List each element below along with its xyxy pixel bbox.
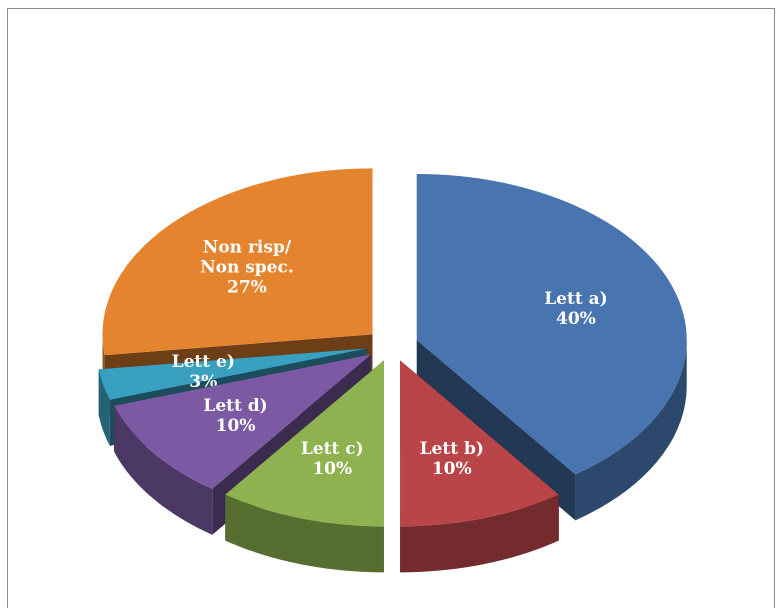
slice-value-label: 10% bbox=[216, 416, 256, 436]
pie-slice-2-rim bbox=[400, 494, 559, 573]
pie-slice-2-top bbox=[400, 360, 559, 527]
slice-label: Lett d) bbox=[203, 396, 267, 416]
pie-slice-6-top bbox=[102, 168, 373, 356]
slice-label: Lett a) bbox=[544, 289, 607, 309]
pie-slice-5-top bbox=[98, 348, 367, 400]
pie-slice-2: Lett b)10% bbox=[400, 360, 559, 573]
slice-value-label: 27% bbox=[227, 277, 267, 297]
pie-slice-4-top bbox=[114, 354, 371, 489]
pie-slice-3: Lett c)10% bbox=[225, 360, 384, 573]
slice-value-label: 10% bbox=[312, 459, 352, 479]
pie-slice-3-top bbox=[225, 360, 384, 527]
pie-slice-1-top bbox=[416, 174, 687, 475]
slice-value-label: 10% bbox=[432, 459, 472, 479]
pie-slice-3-rim bbox=[225, 494, 384, 573]
slice-label: Lett b) bbox=[420, 439, 484, 459]
pie-slice-4-rim bbox=[114, 405, 213, 535]
pie-slice-1-rim bbox=[575, 340, 687, 521]
slice-label: Lett e) bbox=[172, 352, 235, 372]
pie-slice-5-rim bbox=[98, 369, 110, 446]
slice-label: Non risp/ bbox=[203, 237, 292, 257]
slice-label: Lett c) bbox=[301, 439, 364, 459]
slice-label: Non spec. bbox=[200, 257, 294, 277]
slice-value-label: 40% bbox=[556, 309, 596, 329]
